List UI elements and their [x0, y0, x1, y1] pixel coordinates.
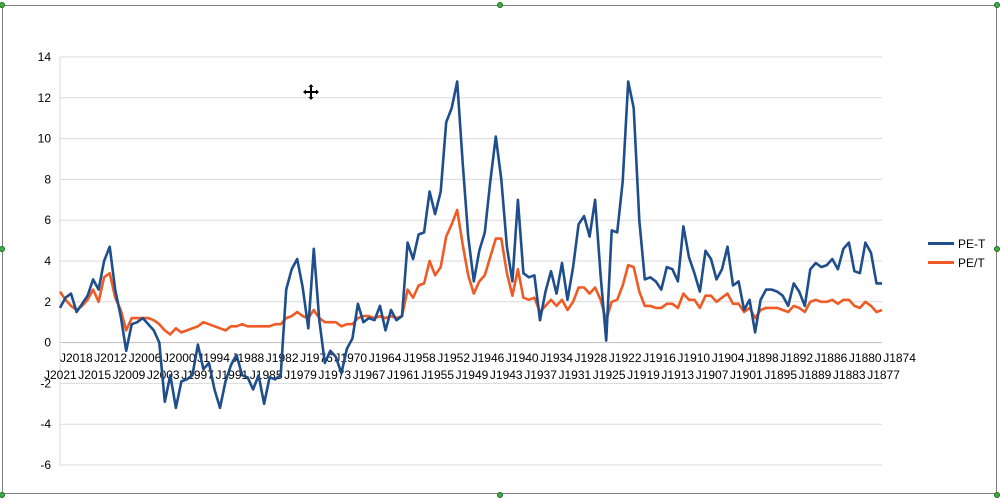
y-tick-label: 14: [38, 50, 52, 64]
y-tick-label: -6: [40, 458, 51, 472]
x-tick-label: J1877: [867, 368, 900, 382]
resize-handle-top-center[interactable]: [497, 2, 503, 8]
x-tick-label: J2015: [78, 368, 111, 382]
x-tick-label: J1934: [540, 351, 573, 365]
x-tick-label: J1874: [883, 351, 916, 365]
x-tick-label: J1922: [609, 351, 642, 365]
legend-label-pe-minus-t: PE-T: [958, 236, 986, 251]
x-tick-label: J2000: [163, 351, 196, 365]
x-tick-label: J1898: [746, 351, 779, 365]
x-tick-label: J1925: [593, 368, 626, 382]
y-axis-tick-labels: 14 12 10 8 6 4 2 0 -2 -4 -6: [38, 50, 52, 472]
y-tick-label: -4: [40, 417, 51, 431]
legend-label-pe-over-t: PE/T: [958, 255, 985, 270]
series-lines: [58, 80, 883, 410]
x-tick-label: J1895: [764, 368, 797, 382]
x-tick-label: J1901: [730, 368, 763, 382]
x-tick-label: J1979: [284, 368, 317, 382]
x-tick-label: J1985: [250, 368, 283, 382]
move-cursor-icon: [303, 84, 319, 100]
x-tick-label: J1928: [575, 351, 608, 365]
legend-swatch-pe-minus-t: [928, 242, 954, 245]
gridlines: [59, 56, 882, 466]
resize-handle-middle-left[interactable]: [0, 246, 5, 252]
x-tick-label: J2009: [113, 368, 146, 382]
x-tick-label: J2018: [60, 351, 93, 365]
y-tick-label: 0: [44, 336, 51, 350]
series-line-pe-minus-t: [58, 80, 882, 410]
x-tick-label: J1940: [506, 351, 539, 365]
x-tick-label: J1994: [197, 351, 230, 365]
y-tick-label: 4: [44, 254, 51, 268]
x-tick-label: J1970: [334, 351, 367, 365]
x-tick-label: J1973: [318, 368, 351, 382]
x-tick-label: J1949: [456, 368, 489, 382]
y-tick-label: 2: [44, 295, 51, 309]
x-tick-label: J1889: [799, 368, 832, 382]
legend-entry-pe-over-t: PE/T: [928, 253, 985, 272]
chart-frame[interactable]: [2, 5, 997, 494]
x-tick-label: J1913: [661, 368, 694, 382]
x-tick-label: J1988: [232, 351, 265, 365]
x-tick-label: J1952: [437, 351, 470, 365]
y-tick-label: 8: [44, 172, 51, 186]
resize-handle-top-left[interactable]: [0, 2, 5, 8]
x-tick-label: J1931: [559, 368, 592, 382]
x-tick-label: J2021: [44, 368, 77, 382]
x-tick-label: J1955: [421, 368, 454, 382]
x-tick-label: J1916: [643, 351, 676, 365]
y-tick-label: 6: [44, 213, 51, 227]
legend-swatch-pe-over-t: [928, 261, 954, 264]
x-tick-label: J1883: [833, 368, 866, 382]
x-tick-label: J1904: [712, 351, 745, 365]
x-tick-label: J1961: [387, 368, 420, 382]
x-tick-label: J1886: [815, 351, 848, 365]
series-line-pe-over-t: [58, 208, 883, 336]
x-tick-label: J2012: [94, 351, 127, 365]
chart-legend: PE-T PE/T: [928, 234, 985, 272]
x-tick-label: J1907: [696, 368, 729, 382]
x-tick-label: J1910: [677, 351, 710, 365]
y-tick-label: 12: [38, 91, 52, 105]
y-tick-label: -2: [40, 376, 51, 390]
resize-handle-bottom-center[interactable]: [497, 492, 503, 498]
x-tick-label: J1946: [472, 351, 505, 365]
x-tick-label: J1892: [780, 351, 813, 365]
x-tick-label: J1880: [849, 351, 882, 365]
legend-entry-pe-minus-t: PE-T: [928, 234, 985, 253]
y-tick-label: 10: [38, 132, 52, 146]
x-tick-label: J1967: [353, 368, 386, 382]
x-tick-label: J1943: [490, 368, 523, 382]
x-tick-label: J1937: [524, 368, 557, 382]
x-axis-tick-labels: J2018 J2012 J2006 J2000 J1994 J1988 J1982 J1976…: [44, 351, 916, 382]
x-tick-label: J1919: [627, 368, 660, 382]
x-tick-label: J1958: [403, 351, 436, 365]
x-tick-label: J1964: [369, 351, 402, 365]
resize-handle-bottom-left[interactable]: [0, 492, 5, 498]
x-tick-label: J2006: [129, 351, 162, 365]
